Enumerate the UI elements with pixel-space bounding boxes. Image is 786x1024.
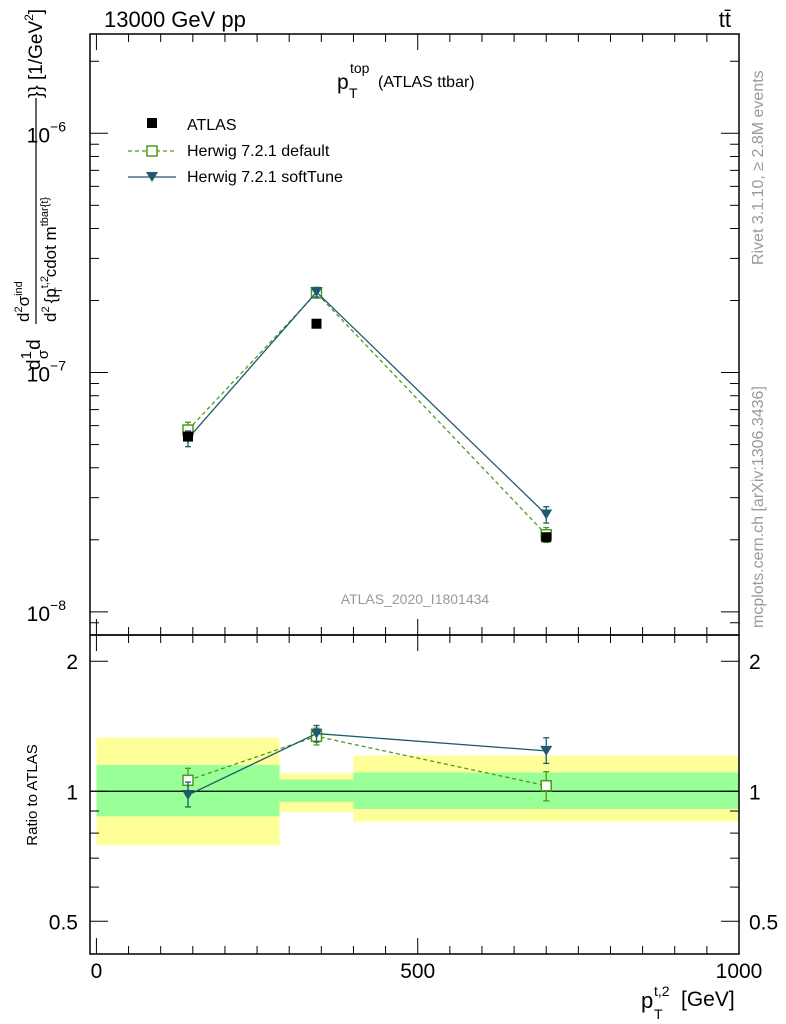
main-plot-marks [181,286,553,544]
main-point-softtune-2 [540,509,553,520]
ratio-panel: 0.5 0.5 1 1 2 2 0 500 1000 Ratio to ATLAS p t,2 … [24,634,778,1022]
ylabel-unit-main: }} [1/GeV [26,21,47,98]
ylabel-num-d: d [14,313,33,322]
ratio-ytick-label-left-0: 0.5 [49,911,78,934]
ylabel-den-tbar: tbar{t} [39,197,51,227]
mcplots-label: mcplots.cern.ch [arXiv:1306.3436] [750,386,767,628]
analysis-watermark: ATLAS_2020_I1801434 [341,591,490,607]
xlabel-unit: [GeV] [681,988,735,1011]
legend-label-default: Herwig 7.2.1 default [187,143,330,160]
main-axis-ticks: 10−610−710−8 [27,34,740,636]
ylabel-den-T: T [53,287,65,294]
ylabel-num-sigma: σ [14,295,33,306]
ratio-ylabel: Ratio to ATLAS [24,744,41,845]
main-ylabel-text: d1σd [18,339,52,370]
ratio-axis-ticks: 0.5 0.5 1 1 2 2 0 500 1000 [49,635,778,983]
main-ytick-label-0: 10−6 [27,118,67,147]
ratio-ytick-label-right-1: 1 [749,781,761,804]
ratio-xtick-label-1: 500 [400,960,435,983]
rivet-version-label: Rivet 3.1.10, ≥ 2.8M events [750,70,767,265]
ratio-panel-frame [89,634,740,955]
main-line-softtune [187,291,547,516]
ratio-band-inner-1 [279,779,354,802]
title-sub-t: T [349,85,358,101]
main-point-softtune-1 [310,287,323,298]
ylabel-num-ind: ind [13,281,25,296]
main-title: p top T (ATLAS ttbar) [337,60,475,101]
title-suffix: (ATLAS ttbar) [378,74,475,91]
ratio-point-softtune-0 [181,790,194,801]
ylabel-numerator: d2σind [13,281,33,322]
main-ytick-exp-0: −6 [50,118,66,134]
title-sup-top: top [350,60,370,76]
ratio-ytick-label-right-2: 2 [749,651,761,674]
title-p: p [337,71,349,94]
ylabel-den-p: {p [41,288,60,303]
ratio-xtick-label-2: 1000 [716,960,763,983]
main-point-atlas-1 [311,318,322,329]
ylabel-d2: d [24,339,45,350]
ylabel-sigma: σ [35,349,52,359]
ratio-point-softtune-1 [310,728,323,739]
xlabel-sup: t,2 [654,983,670,999]
xlabel-p: p [641,988,653,1013]
ylabel-den-t2: t,2 [39,276,51,288]
ratio-ytick-label-left-2: 2 [66,651,78,674]
legend-marker-atlas [147,118,157,128]
header-energy-label: 13000 GeV pp [104,7,246,32]
legend-marker-default [146,145,158,157]
main-ytick-base-1: 10 [27,364,50,387]
ratio-xtick-label-0: 0 [91,960,103,983]
legend-label-softtune: Herwig 7.2.1 softTune [187,169,343,186]
legend-marker-softtune [146,172,158,182]
header-process-label: tt̄ [719,7,731,32]
ratio-xlabel: p t,2 T [GeV] [641,983,735,1022]
main-ylabel: d1σd d2σind d2{pt,2Tcdot mtbar{t} }} [1/… [13,9,65,370]
main-ytick-exp-1: −7 [50,358,66,374]
ratio-plot-marks [90,724,739,846]
ylabel-unit-end: ] [26,9,47,14]
ylabel-denominator: d2{pt,2Tcdot mtbar{t} [39,197,65,322]
main-ytick-base-0: 10 [27,124,50,147]
ratio-point-softtune-2 [540,745,553,756]
ylabel-unit-exp: 2 [22,14,36,21]
ylabel-one: 1 [18,351,35,359]
main-ytick-exp-2: −8 [50,597,66,613]
main-line-default [187,292,547,536]
ylabel-den-d: d [41,313,60,322]
main-point-atlas-0 [182,431,193,442]
main-ytick-label-2: 10−8 [27,597,67,626]
ylabel-d: d [24,359,45,370]
ylabel-unit: }} [1/GeV2] [22,9,47,98]
main-point-atlas-2 [541,532,552,543]
xlabel-sub: T [654,1006,663,1022]
ratio-point-default-2 [540,779,552,792]
ylabel-den-cdot: cdot m [41,226,60,277]
main-ytick-base-2: 10 [27,603,50,626]
ratio-ytick-label-left-1: 1 [66,781,78,804]
legend-entry-softtune: Herwig 7.2.1 softTune [128,169,343,186]
ratio-ytick-label-right-0: 0.5 [749,911,778,934]
legend-entry-atlas: ATLAS [147,117,237,134]
main-ytick-label-1: 10−7 [27,358,67,387]
legend-entry-default: Herwig 7.2.1 default [128,143,330,160]
main-panel: 10−610−710−8 p top T (ATLAS ttbar) ATLAS… [13,9,740,636]
legend-label-atlas: ATLAS [187,117,237,134]
legend: ATLAS Herwig 7.2.1 default Herwig 7.2.1 … [128,117,343,186]
